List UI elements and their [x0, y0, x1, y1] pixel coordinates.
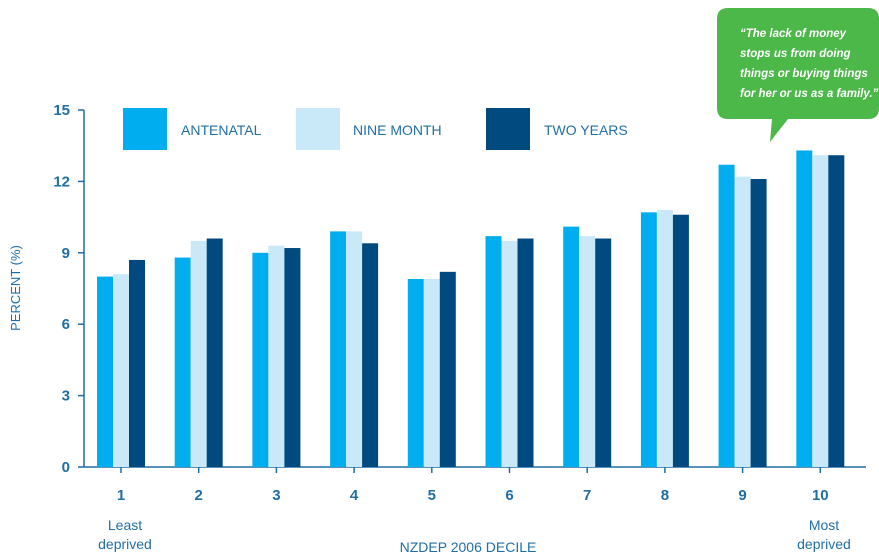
first-category-sublabel-2: deprived — [98, 536, 152, 552]
x-tick-label: 9 — [738, 487, 746, 504]
bar-two-years-3 — [284, 248, 301, 467]
bar-antenatal-2 — [174, 257, 191, 467]
legend-swatch-two-years — [486, 108, 530, 150]
bar-two-years-2 — [206, 238, 223, 467]
x-tick-label: 8 — [661, 487, 669, 504]
bar-two-years-4 — [362, 243, 379, 467]
x-tick-label: 3 — [272, 487, 280, 504]
legend-label-antenatal: ANTENATAL — [181, 122, 262, 138]
x-tick-label: 1 — [117, 487, 125, 504]
bar-two-years-10 — [828, 155, 845, 467]
bar-nine-month-9 — [734, 176, 751, 467]
y-ticks: 0 3 6 9 12 15 — [53, 102, 84, 476]
legend-swatch-antenatal — [123, 108, 167, 150]
bar-antenatal-3 — [252, 252, 269, 467]
x-tick-label: 2 — [195, 487, 203, 504]
bar-antenatal-9 — [718, 164, 735, 468]
x-tick-label: 10 — [812, 487, 829, 504]
y-axis-title: PERCENT (%) — [8, 245, 23, 331]
quote-line-2: stops us from doing — [740, 48, 851, 60]
last-category-sublabel-1: Most — [809, 517, 839, 533]
bar-nine-month-1 — [113, 274, 129, 467]
bar-antenatal-6 — [485, 236, 502, 467]
y-tick-label: 6 — [62, 316, 70, 333]
x-tick-label: 4 — [350, 487, 359, 504]
bar-nine-month-8 — [656, 209, 673, 467]
y-tick-label: 0 — [62, 459, 70, 476]
x-axis-title: NZDEP 2006 DECILE — [400, 539, 537, 555]
last-category-sublabel-2: deprived — [797, 536, 851, 552]
bar-antenatal-4 — [330, 231, 347, 467]
bar-two-years-6 — [517, 238, 534, 467]
bar-antenatal-5 — [407, 278, 424, 467]
x-tick-label: 7 — [583, 487, 591, 504]
bar-nine-month-5 — [423, 278, 440, 467]
x-ticks: 1 2 3 4 5 6 7 8 9 10 — [117, 467, 829, 504]
bar-two-years-7 — [595, 238, 612, 467]
bar-antenatal-8 — [640, 212, 657, 467]
bar-two-years-8 — [672, 214, 689, 467]
bar-nine-month-2 — [190, 240, 207, 467]
quote-line-4: for her or us as a family.” — [740, 88, 879, 100]
bar-nine-month-6 — [501, 240, 518, 467]
bar-two-years-5 — [439, 271, 456, 467]
first-category-sublabel-1: Least — [108, 517, 142, 533]
bar-nine-month-3 — [268, 245, 285, 467]
legend-swatch-nine-month — [296, 108, 340, 150]
bar-two-years-1 — [129, 259, 145, 467]
y-tick-label: 3 — [62, 388, 70, 405]
legend-label-two-years: TWO YEARS — [544, 122, 628, 138]
quote-line-1: “The lack of money — [740, 28, 847, 40]
bar-antenatal-1 — [97, 276, 113, 467]
quote-bubble: “The lack of money stops us from doing t… — [717, 8, 879, 142]
bar-antenatal-10 — [796, 150, 813, 467]
x-tick-label: 6 — [505, 487, 513, 504]
legend-label-nine-month: NINE MONTH — [353, 122, 442, 138]
y-tick-label: 12 — [53, 173, 70, 190]
x-tick-label: 5 — [428, 487, 436, 504]
legend: ANTENATAL NINE MONTH TWO YEARS — [123, 108, 628, 150]
bar-nine-month-10 — [812, 155, 829, 467]
bar-nine-month-7 — [579, 236, 596, 467]
quote-line-3: things or buying things — [740, 68, 868, 80]
bar-two-years-9 — [750, 179, 767, 467]
bars — [97, 150, 845, 468]
bar-nine-month-4 — [346, 231, 363, 467]
y-tick-label: 9 — [62, 245, 70, 262]
y-tick-label: 15 — [53, 102, 70, 119]
quote-bubble-shape — [717, 8, 879, 142]
bar-antenatal-7 — [563, 226, 580, 467]
